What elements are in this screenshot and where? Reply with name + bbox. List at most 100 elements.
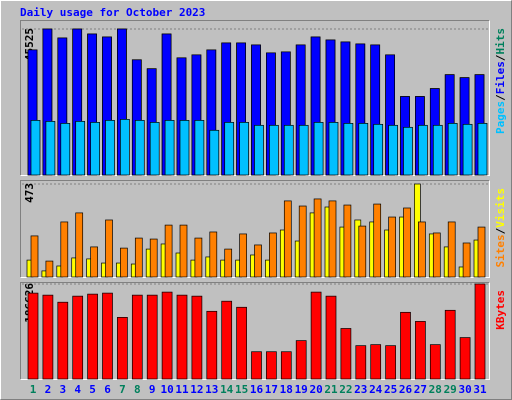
legend-entry: Sites: [494, 234, 507, 267]
bar: [418, 221, 426, 278]
legend: KBytes: [494, 290, 507, 330]
panel-bevel: [20, 282, 490, 380]
bar: [194, 237, 203, 278]
bar: [236, 306, 247, 380]
bar: [57, 301, 69, 380]
bar: [179, 120, 190, 176]
bar: [283, 124, 294, 176]
bar: [373, 123, 384, 176]
x-tick-label: 4: [74, 383, 81, 396]
bar: [313, 122, 324, 176]
x-tick-label: 31: [473, 383, 487, 396]
bar: [134, 237, 143, 278]
bar: [269, 124, 279, 176]
bar: [358, 123, 369, 176]
legend-entry: Visits: [494, 188, 507, 228]
bar: [176, 294, 188, 380]
bar: [194, 120, 205, 176]
bar: [447, 221, 456, 278]
bar: [179, 224, 188, 278]
bar: [42, 294, 54, 380]
x-tick-label: 16: [250, 383, 264, 396]
bar: [343, 204, 352, 278]
bar: [477, 226, 486, 278]
bar: [269, 232, 277, 278]
legend-separator: /: [494, 54, 507, 61]
bar: [164, 120, 175, 176]
x-tick-label: 27: [414, 383, 427, 396]
x-tick-label: 3: [59, 383, 66, 396]
legend-separator: /: [494, 94, 507, 101]
bar: [191, 295, 203, 380]
bar: [75, 212, 84, 278]
bar: [325, 295, 337, 380]
bar: [75, 121, 86, 176]
bar: [328, 122, 339, 176]
x-tick-label: 28: [429, 383, 442, 396]
x-tick-label: 8: [134, 383, 141, 396]
bar: [444, 309, 456, 380]
x-tick-label: 6: [104, 383, 111, 396]
bar: [87, 293, 98, 380]
y-tick-label: 473: [23, 183, 36, 203]
bar: [388, 124, 398, 176]
bar: [134, 120, 145, 176]
bar: [459, 337, 471, 380]
bar: [149, 238, 158, 278]
bar: [298, 205, 307, 278]
x-tick-label: 12: [190, 383, 203, 396]
bar: [462, 123, 473, 176]
bar: [266, 351, 277, 380]
bar: [90, 122, 100, 176]
bar: [254, 244, 262, 278]
bar: [313, 198, 322, 278]
bar: [239, 122, 249, 176]
x-tick-label: 17: [265, 383, 278, 396]
bar: [358, 225, 367, 278]
bar: [385, 345, 396, 380]
bar: [30, 120, 41, 176]
panel-bevel: [20, 282, 490, 380]
bar: [224, 122, 235, 176]
chart-title: Daily usage for October 2023: [20, 6, 205, 19]
bar: [117, 317, 128, 380]
bar: [432, 124, 443, 176]
x-tick-label: 5: [89, 383, 96, 396]
bar: [432, 232, 441, 278]
x-tick-label: 19: [295, 383, 308, 396]
bar: [224, 248, 233, 278]
bar: [45, 260, 54, 278]
legend-separator: /: [494, 227, 507, 234]
bar: [206, 310, 218, 380]
bar: [90, 246, 98, 278]
x-tick-label: 30: [458, 383, 471, 396]
x-tick-label: 20: [309, 383, 322, 396]
bar: [254, 124, 264, 176]
x-tick-label: 26: [399, 383, 413, 396]
panel-bevel: [20, 180, 490, 278]
bar: [102, 292, 113, 380]
bar: [429, 344, 441, 380]
x-tick-label: 2: [45, 383, 52, 396]
panel-bevel: [20, 180, 490, 278]
legend-entry: Hits: [494, 28, 507, 55]
legend: Sites/Visits: [494, 188, 507, 268]
bar: [373, 203, 382, 278]
bar: [343, 123, 354, 176]
legend-entry: KBytes: [494, 290, 507, 330]
bar: [280, 351, 292, 380]
x-tick-label: 22: [339, 383, 352, 396]
bar: [60, 123, 71, 176]
bar: [120, 119, 130, 176]
legend-entry: Files: [494, 61, 507, 94]
x-tick-label: 21: [324, 383, 338, 396]
bar: [120, 247, 128, 278]
bar: [164, 224, 173, 278]
bar: [161, 291, 173, 380]
bar: [447, 123, 458, 176]
bar: [418, 124, 428, 176]
bar: [295, 340, 307, 380]
bar: [328, 200, 337, 278]
bar: [45, 121, 56, 176]
